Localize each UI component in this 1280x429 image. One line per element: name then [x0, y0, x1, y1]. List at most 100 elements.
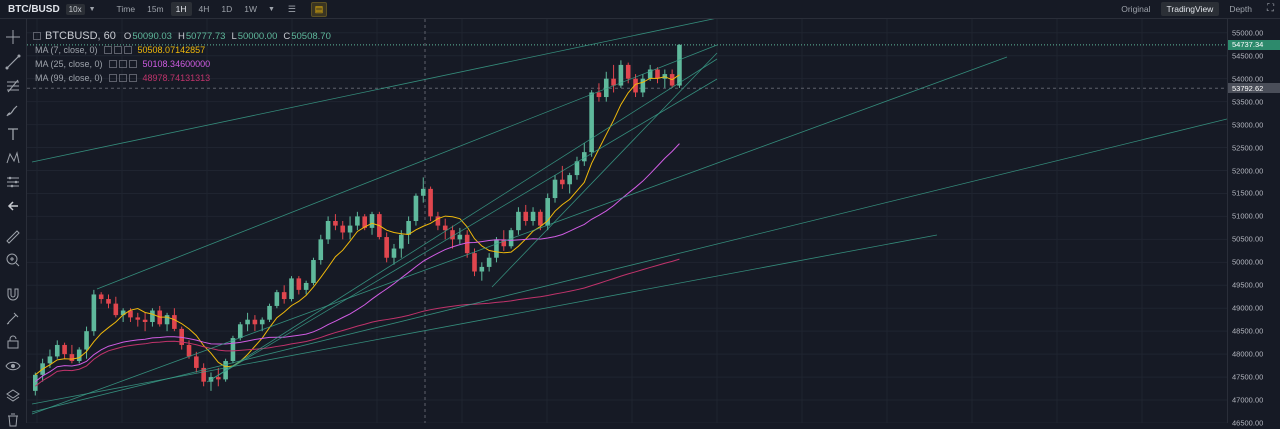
price-tick: 47500.00	[1232, 372, 1264, 382]
ma25-line	[34, 143, 680, 383]
fib-icon[interactable]	[4, 77, 22, 95]
high-label: H	[177, 30, 185, 42]
chevron-down-icon[interactable]: ▼	[88, 5, 96, 13]
close-icon[interactable]	[128, 74, 137, 82]
candle-body	[435, 216, 441, 226]
zoom-in-icon[interactable]	[4, 251, 22, 269]
ma-value: 48978.74131313	[142, 73, 211, 83]
price-tick: 50500.00	[1232, 234, 1264, 244]
text-tool-icon[interactable]	[4, 125, 22, 143]
layers-icon[interactable]	[4, 387, 22, 405]
view-original[interactable]: Original	[1121, 4, 1151, 14]
visibility-icon[interactable]	[108, 60, 117, 68]
view-tradingview[interactable]: TradingView	[1160, 2, 1220, 16]
eye-icon[interactable]	[4, 357, 22, 375]
candle-body	[486, 257, 492, 267]
indicator-settings-icon[interactable]: ☰	[287, 3, 296, 14]
candle-body	[589, 92, 594, 153]
candle-body	[516, 211, 521, 231]
price-tick: 48500.00	[1232, 326, 1264, 336]
price-axis[interactable]: 55000.00 54500.00 54000.00 53500.00 53000.00…	[1227, 19, 1280, 428]
interval-4h[interactable]: 4H	[198, 4, 210, 14]
settings-icon[interactable]	[118, 60, 127, 68]
symbol-label[interactable]: BTC/BUSD	[8, 3, 60, 15]
candle-body	[450, 230, 455, 240]
candle-body	[384, 237, 389, 258]
candle-body	[252, 319, 258, 325]
candle-body	[318, 239, 324, 261]
price-tick: 47000.00	[1232, 395, 1264, 405]
candle-body	[355, 216, 360, 226]
price-tick: 50000.00	[1232, 257, 1264, 267]
magnet-icon[interactable]	[4, 285, 22, 303]
candle-body	[538, 211, 543, 226]
trendline-icon[interactable]	[4, 53, 22, 71]
candle-body	[655, 69, 660, 79]
trend-line	[31, 118, 1227, 413]
candle-body	[303, 282, 309, 290]
lock-drawings-icon[interactable]	[4, 309, 22, 327]
interval-1d[interactable]: 1D	[221, 4, 233, 14]
trash-icon[interactable]	[4, 411, 22, 429]
price-tick: 48000.00	[1232, 349, 1264, 359]
ma99-line	[34, 258, 680, 387]
template-icon[interactable]: ▤	[310, 1, 327, 17]
interval-1w[interactable]: 1W	[244, 4, 258, 14]
candle-body	[369, 214, 375, 228]
price-chart[interactable]	[27, 19, 1227, 423]
ruler-icon[interactable]	[4, 228, 22, 246]
candle-body	[611, 78, 616, 86]
price-tick: 46500.00	[1232, 418, 1264, 428]
candle-body	[618, 64, 624, 86]
crosshair-icon[interactable]	[4, 28, 22, 46]
candle-body	[106, 299, 111, 304]
candle-body	[296, 278, 302, 290]
candle-body	[413, 195, 419, 221]
interval-1h[interactable]: 1H	[170, 2, 192, 16]
ma-name: MA (25, close, 0)	[35, 59, 103, 69]
brush-icon[interactable]	[4, 101, 22, 119]
candle-body	[567, 175, 572, 185]
candle-body	[245, 319, 250, 325]
back-arrow-icon[interactable]	[4, 197, 22, 215]
candle-body	[442, 225, 448, 231]
candle-body	[428, 188, 433, 217]
candle-body	[325, 221, 331, 240]
candle-body	[267, 305, 272, 320]
trend-line	[206, 78, 718, 383]
trend-line	[31, 19, 715, 163]
candle-body	[596, 92, 602, 98]
view-depth[interactable]: Depth	[1229, 4, 1252, 14]
interval-selector: Time 15m 1H 4H 1D 1W	[112, 2, 263, 16]
interval-15m[interactable]: 15m	[147, 4, 164, 14]
candle-body	[640, 78, 646, 93]
candle-body	[164, 315, 170, 325]
candle-body	[647, 69, 653, 79]
visibility-icon[interactable]	[108, 74, 117, 82]
interval-time[interactable]: Time	[116, 4, 136, 14]
chevron-down-icon[interactable]: ▼	[268, 5, 275, 13]
trend-line	[211, 58, 718, 380]
fullscreen-icon[interactable]: ⛶	[1267, 3, 1274, 14]
price-tick: 49500.00	[1232, 280, 1264, 290]
candle-body	[530, 211, 536, 221]
close-icon[interactable]	[128, 60, 137, 68]
price-tick: 51500.00	[1232, 188, 1264, 198]
pattern-icon[interactable]	[4, 149, 22, 167]
top-bar: BTC/BUSD 10x ▼ Time 15m 1H 4H 1D 1W ▼ ☰ ▤ Ori…	[0, 0, 1280, 19]
prediction-icon[interactable]	[4, 173, 22, 191]
lock-icon[interactable]	[4, 333, 22, 351]
visibility-icon[interactable]	[103, 46, 112, 54]
candle-body	[574, 161, 580, 176]
candle-body	[274, 292, 280, 306]
price-tick: 55000.00	[1232, 28, 1264, 38]
close-icon[interactable]	[123, 46, 132, 54]
trend-line	[31, 234, 938, 405]
price-tick: 51000.00	[1232, 211, 1264, 221]
candle-body	[523, 211, 529, 221]
candle-body	[289, 278, 294, 300]
candle-body	[494, 239, 499, 258]
collapse-icon[interactable]	[33, 32, 41, 40]
settings-icon[interactable]	[118, 74, 127, 82]
settings-icon[interactable]	[113, 46, 122, 54]
